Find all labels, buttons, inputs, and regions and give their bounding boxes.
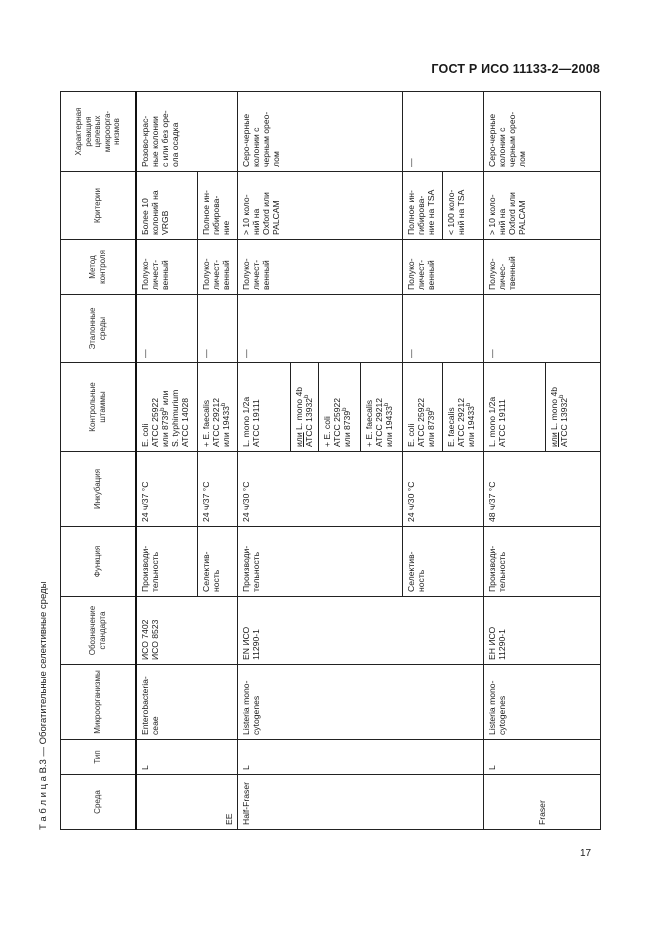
- col-header-reaction: Характерная реакция целевых микроорга- н…: [60, 91, 136, 172]
- rotated-table-wrapper: Среда Тип Микроорганизмы Обозначение ста…: [60, 91, 601, 830]
- cell-strain: E. coli ATCC 25922 или 8739b: [402, 362, 443, 452]
- col-header-type: Тип: [60, 739, 136, 775]
- col-header-incubation: Инкубация: [60, 451, 136, 527]
- cell-medium: EE: [135, 774, 238, 830]
- cell-incubation: 24 ч/30 °C: [237, 451, 403, 527]
- table-row-fraser-productivity: Fraser L Listeria mono- cytogenes ЕН ИСО…: [483, 91, 601, 830]
- cell-criteria: > 10 коло- ний на Oxford или PALCAM: [483, 171, 601, 240]
- header-row: Среда Тип Микроорганизмы Обозначение ста…: [60, 91, 136, 830]
- footnote-marker: b: [426, 407, 433, 411]
- cell-type: L: [135, 739, 238, 775]
- cell-standard: EN ИСО 11290-1: [237, 596, 484, 665]
- cell-organism: Listeria mono- cytogenes: [483, 664, 601, 740]
- footnote-marker: b: [159, 407, 166, 411]
- col-header-reference-media: Эталонные среды: [60, 294, 136, 363]
- cell-function: Производи- тельность: [237, 526, 403, 597]
- cell-strain: L. mono 1/2a ATCC 19111: [237, 362, 291, 452]
- table-caption: Т а б л и ц а В.3 — Обогатительные селек…: [38, 581, 49, 830]
- footnote-marker: b: [221, 402, 228, 407]
- col-header-function: Функция: [60, 526, 136, 597]
- cell-criteria: Полное ин- гибирова- ние: [197, 171, 238, 240]
- cell-reaction: —: [402, 91, 484, 172]
- cell-strain: E. coli ATCC 25922 или 8739b или S. typh…: [135, 362, 198, 452]
- cell-strain: E. faecalis ATCC 29212 или 19433b: [442, 362, 484, 452]
- cell-function: Селектив- ность: [197, 526, 238, 597]
- document-title: ГОСТ Р ИСО 11133-2—2008: [431, 62, 600, 76]
- cell-method: Полуко- личест- венный: [197, 239, 238, 295]
- cell-strain: + E. faecalis ATCC 29212 или 19433b: [360, 362, 403, 452]
- footnote-marker: b: [384, 402, 391, 407]
- strain-text: L. mono 1/2a ATCC 19111: [487, 396, 507, 447]
- table-row-half-fraser-productivity: Half-Fraser L Listeria mono- cytogenes E…: [237, 91, 484, 830]
- col-header-criteria: Критерии: [60, 171, 136, 240]
- cell-function: Производи- тельность: [483, 526, 601, 597]
- cell-incubation: 24 ч/37 °C: [135, 451, 198, 527]
- cell-strain: L. mono 1/2a ATCC 19111: [483, 362, 546, 452]
- cell-type: L: [483, 739, 601, 775]
- cell-function: Производи- тельность: [135, 526, 198, 597]
- alternative-marker: или: [294, 432, 304, 447]
- cell-reference: —: [402, 294, 484, 363]
- cell-criteria: > 10 коло- ний на Oxford или PALCAM: [237, 171, 403, 240]
- cell-reaction: Розово-крас- ные колонии с или без оре- …: [135, 91, 238, 172]
- cell-criteria: Полное ин- гибирова- ние на TSA: [402, 171, 443, 240]
- cell-standard: ЕН ИСО 11290-1: [483, 596, 601, 665]
- table-row-ee-productivity: EE L Entero­bacteria- ceae ИСО 7402 ИСО …: [135, 91, 238, 830]
- cell-method: Полуко- личест- венный: [402, 239, 484, 295]
- cell-method: Полуко- личест- венный: [135, 239, 198, 295]
- strain-text: + E. coli ATCC 25922 или 8739: [322, 397, 352, 447]
- cell-reference: —: [197, 294, 238, 363]
- cell-strain: + E. coli ATCC 25922 или 8739b: [318, 362, 361, 452]
- cell-incubation: 48 ч/37 °C: [483, 451, 601, 527]
- cell-reaction: Серо-черные колонии с черным орео- лом: [237, 91, 403, 172]
- cell-criteria: < 100 коло- ний на TSA: [442, 171, 484, 240]
- cell-incubation: 24 ч/30 °C: [402, 451, 484, 527]
- selective-media-table: Среда Тип Микроорганизмы Обозначение ста…: [60, 91, 601, 830]
- col-header-medium: Среда: [60, 774, 136, 830]
- cell-medium: Fraser: [483, 774, 601, 830]
- col-header-standard: Обозначение стандарта: [60, 596, 136, 665]
- cell-reference: —: [135, 294, 198, 363]
- cell-method: Полуко- личест- венный: [237, 239, 403, 295]
- cell-type: L: [237, 739, 484, 775]
- strain-text: E. coli ATCC 25922 или 8739: [406, 397, 436, 447]
- col-header-method: Метод контроля: [60, 239, 136, 295]
- footnote-marker: b: [559, 394, 566, 398]
- page-number: 17: [580, 848, 592, 859]
- cell-function: Селектив- ность: [402, 526, 484, 597]
- footnote-marker: b: [466, 402, 473, 407]
- cell-method: Полуко- личес- твенный: [483, 239, 601, 295]
- cell-strain: или L. mono 4b ATCC 13932b: [290, 362, 319, 452]
- col-header-organisms: Микроорганизмы: [60, 664, 136, 740]
- cell-strain: или L. mono 4b ATCC 13932b: [545, 362, 601, 452]
- cell-reaction: Серо-черные колонии с черным орео- лом: [483, 91, 601, 172]
- cell-organism: Entero­bacteria- ceae: [135, 664, 238, 740]
- cell-medium: Half-Fraser: [237, 774, 484, 830]
- strain-text: L. mono 1/2a ATCC 19111: [241, 396, 261, 447]
- cell-strain: + E. faecalis ATCC 29212 или 19433b: [197, 362, 238, 452]
- cell-standard: ИСО 7402 ИСО 8523: [135, 596, 238, 665]
- alternative-marker: или: [549, 432, 559, 447]
- cell-incubation: 24 ч/37 °C: [197, 451, 238, 527]
- cell-reference: —: [483, 294, 601, 363]
- cell-criteria: Более 10 колоний на VRGB: [135, 171, 198, 240]
- col-header-control-strains: Контрольные штаммы: [60, 362, 136, 452]
- cell-reference: —: [237, 294, 403, 363]
- footnote-marker: b: [342, 407, 349, 411]
- cell-organism: Listeria mono- cytogenes: [237, 664, 484, 740]
- footnote-marker: b: [304, 394, 311, 398]
